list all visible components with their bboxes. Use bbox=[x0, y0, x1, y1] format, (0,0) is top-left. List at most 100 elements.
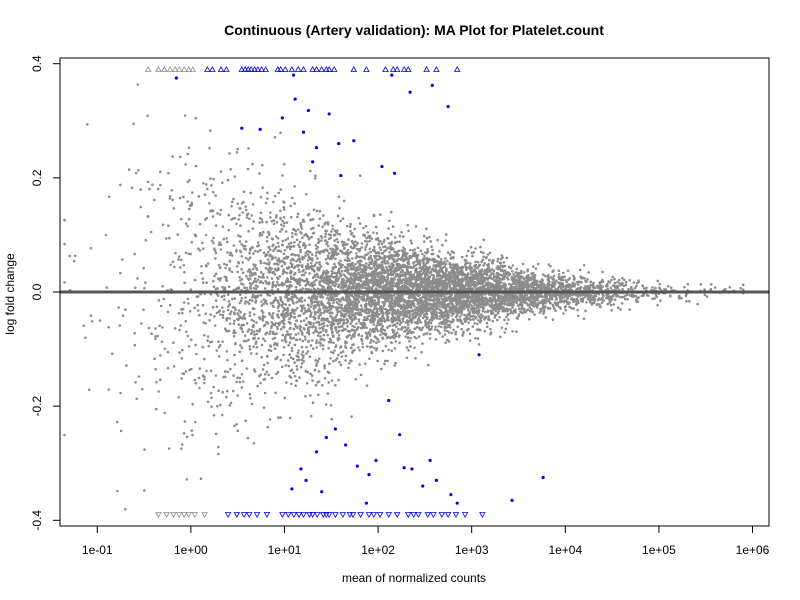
gene-point bbox=[178, 351, 181, 354]
gene-point bbox=[231, 389, 235, 393]
gene-point bbox=[441, 335, 444, 338]
gene-point bbox=[242, 190, 246, 194]
gene-point bbox=[281, 219, 285, 223]
gene-point bbox=[253, 333, 256, 337]
gene-point bbox=[243, 286, 246, 290]
gene-point bbox=[376, 258, 379, 262]
gene-point bbox=[335, 313, 339, 317]
gene-point bbox=[546, 293, 549, 296]
gene-point bbox=[252, 220, 255, 223]
gene-point bbox=[314, 328, 318, 331]
gene-point bbox=[89, 246, 93, 250]
gene-point bbox=[298, 278, 301, 281]
gene-point bbox=[118, 324, 122, 327]
gene-point bbox=[375, 341, 378, 345]
gene-point bbox=[380, 316, 384, 319]
gene-point bbox=[337, 195, 341, 198]
gene-point bbox=[609, 286, 613, 290]
gene-point bbox=[265, 240, 269, 243]
gene-point bbox=[558, 285, 561, 289]
gene-point bbox=[348, 225, 352, 228]
gene-point bbox=[514, 271, 517, 274]
gene-point bbox=[298, 376, 301, 379]
gene-point bbox=[348, 304, 352, 307]
gene-point bbox=[341, 296, 345, 300]
gene-point bbox=[166, 366, 170, 370]
gene-point bbox=[273, 262, 276, 266]
gene-point bbox=[284, 303, 288, 306]
gene-point bbox=[244, 419, 247, 423]
gene-point bbox=[324, 221, 328, 224]
gene-point bbox=[326, 294, 330, 297]
gene-point bbox=[456, 325, 460, 329]
gene-point bbox=[206, 400, 210, 404]
gene-point bbox=[317, 370, 321, 373]
gene-point bbox=[355, 328, 359, 332]
gene-point bbox=[288, 245, 292, 248]
gene-point bbox=[401, 317, 405, 321]
gene-point bbox=[400, 258, 403, 262]
gene-point bbox=[348, 317, 352, 320]
gene-point bbox=[263, 339, 267, 343]
gene-point bbox=[402, 259, 405, 263]
gene-point bbox=[347, 271, 350, 275]
gene-point bbox=[308, 272, 311, 275]
gene-point bbox=[333, 316, 337, 319]
gene-point bbox=[231, 254, 234, 257]
gene-point bbox=[527, 317, 531, 321]
gene-point bbox=[262, 251, 266, 255]
gene-point bbox=[561, 271, 565, 275]
gene-point bbox=[530, 284, 534, 287]
gene-point bbox=[372, 307, 376, 311]
gene-point bbox=[291, 196, 294, 200]
gene-point bbox=[509, 308, 512, 311]
gene-point bbox=[254, 342, 257, 346]
gene-point bbox=[418, 266, 421, 270]
gene-point bbox=[268, 254, 272, 258]
gene-point bbox=[297, 268, 301, 272]
gene-point bbox=[261, 281, 265, 285]
gene-point bbox=[317, 241, 320, 245]
gene-point bbox=[447, 275, 451, 279]
gene-point bbox=[213, 247, 216, 250]
gene-point bbox=[326, 249, 329, 253]
gene-point bbox=[240, 373, 244, 376]
gene-point bbox=[442, 262, 445, 266]
gene-point bbox=[212, 190, 215, 194]
gene-point bbox=[293, 374, 297, 378]
gene-point bbox=[317, 393, 320, 397]
gene-point bbox=[265, 281, 268, 285]
gene-point bbox=[252, 286, 256, 290]
gene-point bbox=[322, 321, 326, 325]
gene-point bbox=[324, 235, 327, 238]
gene-point bbox=[205, 281, 208, 285]
gene-point bbox=[356, 260, 359, 264]
gene-point bbox=[327, 340, 331, 344]
gene-point bbox=[419, 249, 423, 253]
gene-point bbox=[180, 447, 183, 450]
gene-point bbox=[186, 152, 190, 156]
gene-point bbox=[381, 349, 385, 353]
gene-point bbox=[376, 310, 379, 314]
gene-point bbox=[337, 276, 340, 280]
gene-point bbox=[482, 264, 485, 267]
gene-point bbox=[300, 227, 304, 230]
gene-point bbox=[312, 208, 316, 212]
gene-point bbox=[172, 341, 175, 345]
gene-point bbox=[274, 256, 277, 259]
gene-point bbox=[266, 191, 269, 195]
gene-point bbox=[308, 355, 312, 359]
gene-point bbox=[245, 216, 249, 219]
gene-point bbox=[239, 293, 242, 297]
gene-point bbox=[335, 248, 338, 252]
gene-point bbox=[200, 265, 203, 268]
gene-point bbox=[339, 304, 343, 308]
gene-point bbox=[344, 243, 347, 246]
gene-point bbox=[209, 293, 213, 296]
gene-point bbox=[259, 381, 262, 385]
gene-point bbox=[394, 361, 397, 365]
gene-point bbox=[380, 322, 383, 326]
gene-point bbox=[400, 311, 403, 314]
gene-point bbox=[483, 262, 487, 265]
gene-point bbox=[162, 297, 166, 301]
